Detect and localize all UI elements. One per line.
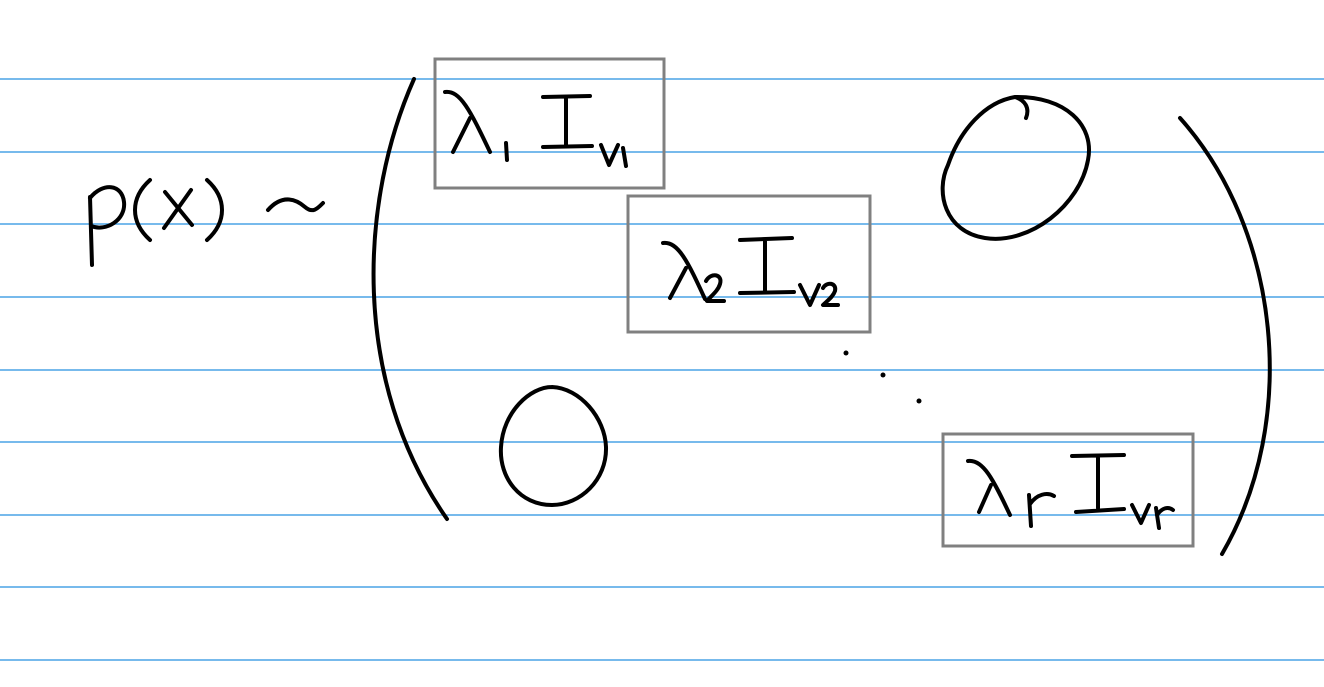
block-box [941,432,1195,548]
ruled-lines [0,78,1324,661]
matrix-left-paren [371,77,449,521]
identity-I [738,236,796,295]
zero-upper-right [940,94,1091,241]
identity-I [1070,453,1126,514]
block-box [626,194,872,334]
ellipsis-dot [880,372,886,378]
zero-lower-left [498,385,609,507]
letter-p [88,185,127,267]
block-lambda-r [941,432,1195,548]
subscript-r-small [1154,505,1175,530]
subscript-V [1130,503,1151,525]
block-lambda-2 [626,194,872,334]
ellipsis-dot [843,350,849,356]
open-paren [133,178,152,242]
matrix-right-paren [1178,116,1272,556]
tilde-symbol [266,197,325,213]
lhs-p-of-x [88,178,224,267]
ellipsis-dot [916,398,922,404]
letter-x [162,188,194,230]
lambda-symbol [966,458,1012,517]
lambda-symbol [443,89,492,154]
identity-I [541,94,594,149]
subscript-r [1027,492,1056,528]
close-paren [205,178,224,242]
subscript-1 [504,141,509,162]
subscript-1-small [621,146,628,168]
diagonal-ellipsis [843,350,922,404]
subscript-2-small [821,281,840,307]
subscript-V [798,283,821,307]
lambda-symbol [661,240,707,301]
block-box [433,57,666,190]
block-lambda-1 [433,57,666,190]
subscript-2 [704,273,726,303]
subscript-V [599,143,620,167]
